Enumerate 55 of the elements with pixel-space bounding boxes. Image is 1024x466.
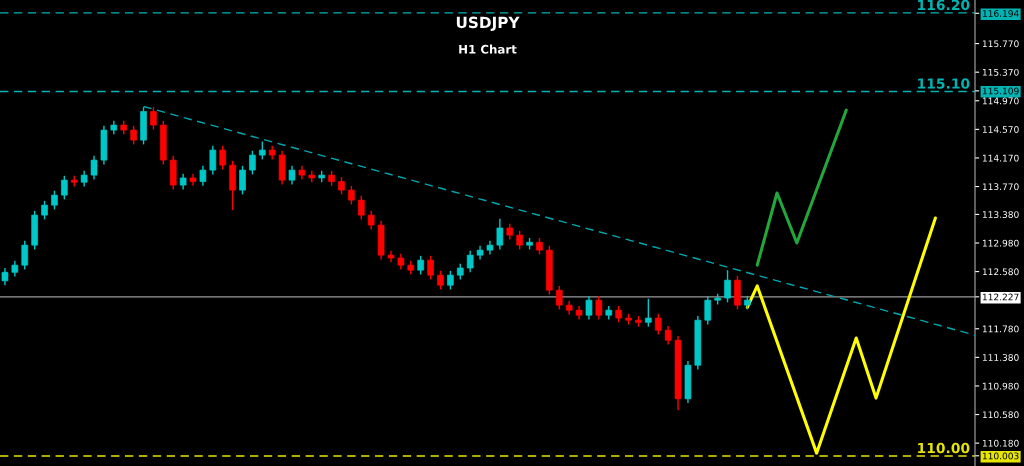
y-tick-label: 113.770	[982, 183, 1019, 191]
candlestick	[595, 295, 603, 321]
y-tick-label: 116.194	[982, 10, 1019, 17]
candlestick	[664, 325, 672, 346]
line-series	[755, 108, 848, 267]
y-tick-label: 114.570	[982, 126, 1019, 133]
candlestick	[249, 150, 256, 176]
candlestick	[437, 270, 444, 291]
candlestick	[130, 125, 137, 146]
text: H1 Chart	[459, 44, 517, 54]
candlestick	[427, 255, 434, 281]
candlestick	[645, 298, 652, 328]
y-tick-label: 110.980	[982, 382, 1019, 390]
y-tick-label: 114.170	[982, 154, 1019, 162]
candlestick	[348, 185, 355, 206]
candlestick	[150, 106, 157, 131]
candlestick	[288, 165, 296, 186]
candlestick	[357, 195, 365, 221]
y-tick-label: 112.227	[982, 293, 1019, 301]
candlestick	[496, 218, 504, 251]
y-tick-label: 113.380	[982, 211, 1019, 218]
candlestick	[466, 250, 474, 274]
y-tick-label: 112.980	[982, 239, 1019, 247]
candlestick	[555, 285, 563, 311]
candlestick	[704, 295, 712, 326]
y-tick-label: 111.380	[982, 354, 1019, 361]
y-tick-label: 110.003	[982, 452, 1019, 460]
candlestick	[219, 145, 227, 171]
candlestick	[585, 295, 593, 321]
text: USDJPY	[456, 16, 520, 32]
y-tick-label: 110.580	[982, 411, 1019, 419]
y-tick-label: 112.580	[982, 268, 1019, 276]
y-tick-label: 115.770	[982, 40, 1019, 48]
y-tick-label: 114.970	[982, 97, 1019, 105]
candlestick	[61, 175, 68, 201]
candlestick	[239, 165, 246, 196]
ref-line-label: 116.20	[918, 0, 970, 11]
candlestick	[516, 230, 523, 251]
y-tick-label: 110.180	[982, 439, 1019, 447]
candlestick	[654, 313, 662, 336]
candlestick	[417, 255, 424, 276]
candlestick	[199, 165, 207, 187]
y-tick-label: 111.780	[982, 325, 1019, 333]
candlestick	[724, 269, 731, 304]
candlestick	[367, 210, 375, 231]
y-tick-label: 115.370	[982, 68, 1019, 76]
ref-line-label: 110.00	[918, 442, 970, 454]
candlestick	[90, 155, 98, 181]
candlestick	[209, 145, 217, 176]
candlestick	[21, 240, 29, 271]
candlestick	[51, 190, 58, 211]
ref-line-label: 115.10	[918, 78, 970, 89]
y-tick-label: 115.109	[982, 87, 1019, 95]
candlestick	[447, 270, 454, 291]
candlestick	[41, 200, 48, 221]
